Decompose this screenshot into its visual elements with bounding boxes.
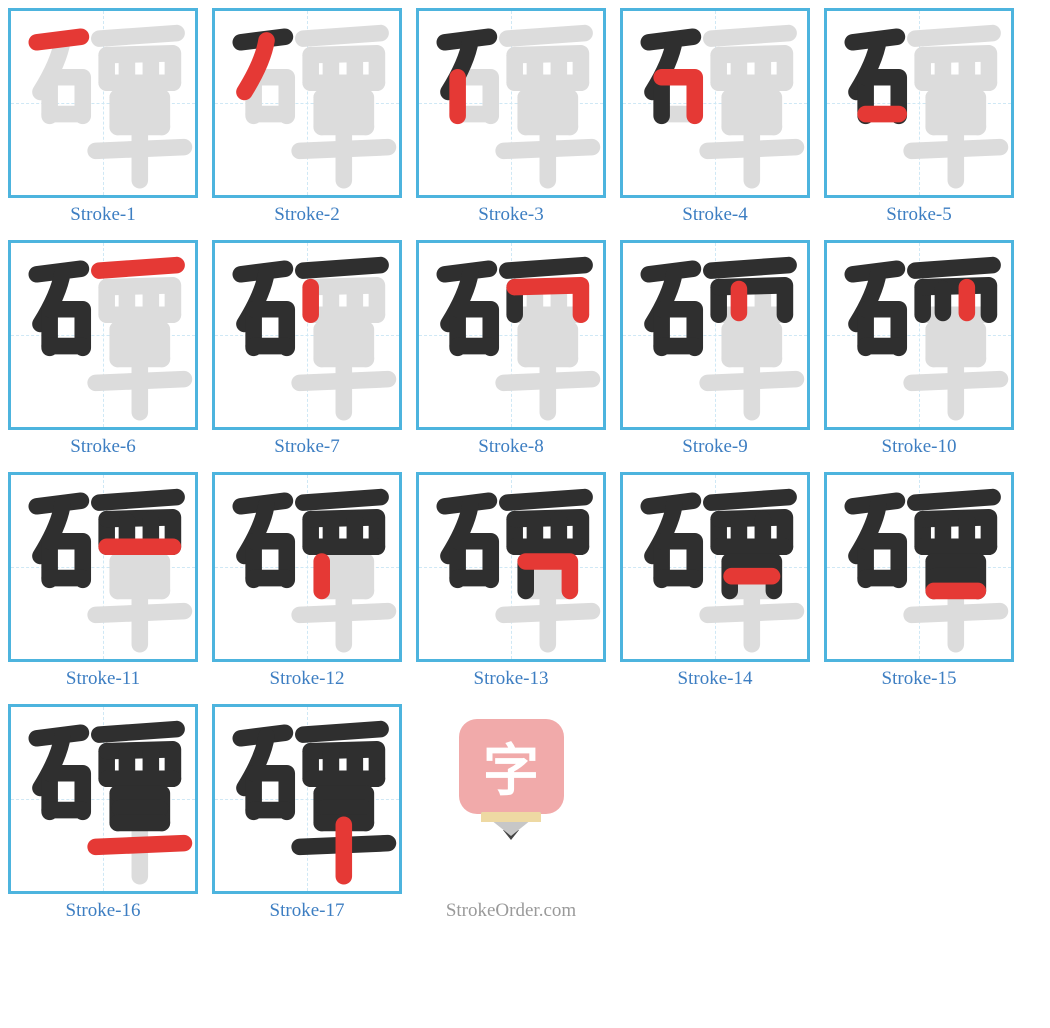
stroke-tile <box>212 704 402 894</box>
stroke-tile <box>620 472 810 662</box>
stroke-label: Stroke-5 <box>886 204 951 226</box>
stroke-label: Stroke-2 <box>274 204 339 226</box>
stroke-label: Stroke-8 <box>478 436 543 458</box>
stroke-cell: Stroke-10 <box>824 240 1014 458</box>
stroke-cell: Stroke-4 <box>620 8 810 226</box>
stroke-cell: Stroke-11 <box>8 472 198 690</box>
stroke-cell: Stroke-17 <box>212 704 402 922</box>
stroke-tile <box>8 240 198 430</box>
stroke-label: Stroke-3 <box>478 204 543 226</box>
stroke-label: Stroke-10 <box>882 436 957 458</box>
stroke-label: Stroke-12 <box>270 668 345 690</box>
stroke-cell: Stroke-13 <box>416 472 606 690</box>
stroke-tile <box>824 240 1014 430</box>
logo-character: 字 <box>459 719 564 814</box>
stroke-tile <box>8 704 198 894</box>
stroke-tile <box>8 8 198 198</box>
stroke-cell: Stroke-14 <box>620 472 810 690</box>
stroke-cell: Stroke-7 <box>212 240 402 458</box>
stroke-cell: Stroke-6 <box>8 240 198 458</box>
stroke-cell: Stroke-8 <box>416 240 606 458</box>
stroke-cell: Stroke-3 <box>416 8 606 226</box>
logo-tile: 字 <box>416 704 606 894</box>
pencil-icon <box>481 812 541 836</box>
stroke-cell: Stroke-5 <box>824 8 1014 226</box>
stroke-label: Stroke-13 <box>474 668 549 690</box>
stroke-label: Stroke-1 <box>70 204 135 226</box>
stroke-cell: Stroke-1 <box>8 8 198 226</box>
stroke-cell: Stroke-15 <box>824 472 1014 690</box>
stroke-tile <box>416 472 606 662</box>
stroke-tile <box>824 472 1014 662</box>
stroke-order-grid: Stroke-1 Stroke-2 Stroke-3 Stroke-4 Stroke-5… <box>8 8 1042 922</box>
stroke-label: Stroke-11 <box>66 668 140 690</box>
stroke-label: Stroke-6 <box>70 436 135 458</box>
stroke-cell: Stroke-9 <box>620 240 810 458</box>
stroke-label: Stroke-14 <box>678 668 753 690</box>
stroke-label: Stroke-15 <box>882 668 957 690</box>
stroke-tile <box>824 8 1014 198</box>
stroke-cell: Stroke-2 <box>212 8 402 226</box>
site-logo: 字 <box>451 719 571 879</box>
attribution-cell: 字 StrokeOrder.com <box>416 704 606 922</box>
stroke-tile <box>620 8 810 198</box>
stroke-tile <box>212 240 402 430</box>
stroke-label: Stroke-17 <box>270 900 345 922</box>
stroke-cell: Stroke-12 <box>212 472 402 690</box>
stroke-tile <box>8 472 198 662</box>
stroke-label: Stroke-16 <box>66 900 141 922</box>
stroke-cell: Stroke-16 <box>8 704 198 922</box>
stroke-tile <box>416 8 606 198</box>
stroke-tile <box>416 240 606 430</box>
stroke-label: Stroke-9 <box>682 436 747 458</box>
stroke-label: Stroke-7 <box>274 436 339 458</box>
attribution-text: StrokeOrder.com <box>446 900 576 922</box>
stroke-tile <box>212 472 402 662</box>
stroke-tile <box>212 8 402 198</box>
stroke-label: Stroke-4 <box>682 204 747 226</box>
stroke-tile <box>620 240 810 430</box>
